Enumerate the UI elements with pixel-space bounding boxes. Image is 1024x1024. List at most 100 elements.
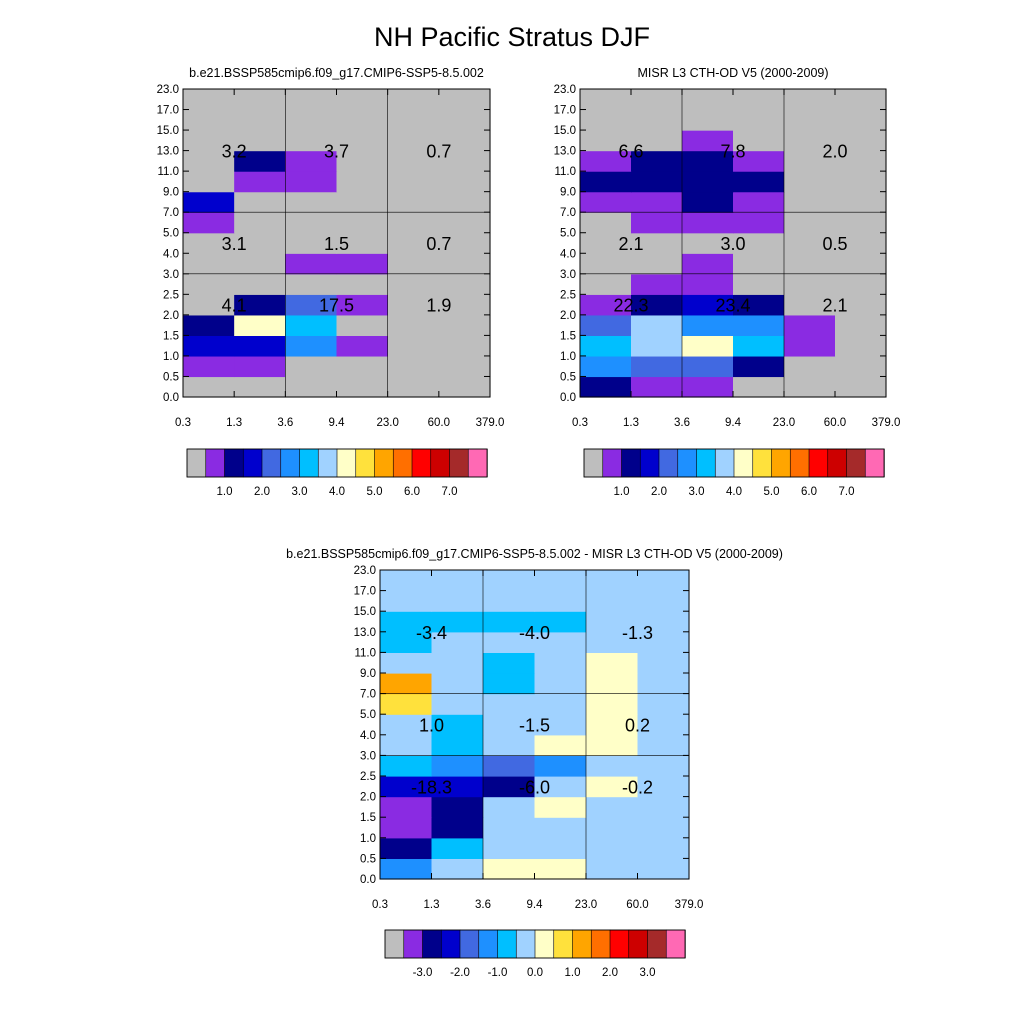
colorbar-label: 1.0 [614,486,630,498]
heatmap-cell [835,314,887,336]
colorbar-swatch [639,448,660,478]
y-tick-label: 2.0 [163,310,179,322]
colorbar-swatch [497,929,517,959]
heatmap-cell [336,89,389,111]
heatmap-cell [534,631,587,653]
heatmap-cell [631,150,683,172]
heatmap-cell [784,376,836,398]
heatmap-cell [234,232,286,254]
y-tick-label: 13.0 [554,146,576,158]
heatmap-cell [336,171,389,193]
y-tick-label: 2.0 [360,792,376,804]
colorbar-swatch [411,448,432,478]
heatmap-cell [835,171,887,193]
heatmap-cell [534,734,587,756]
heatmap-cell [835,109,887,131]
colorbar-swatch [478,929,499,959]
heatmap-cell [438,232,491,254]
heatmap-cell [387,294,440,316]
y-tick-label: 15.0 [354,606,376,618]
x-tick-label: 23.0 [773,417,795,429]
heatmap-cell [183,355,235,378]
colorbar-swatch [205,448,226,478]
heatmap-cell [580,232,632,254]
heatmap-cell [183,273,235,295]
heatmap-cell [431,714,484,736]
heatmap-cell [835,89,887,111]
colorbar-label: 5.0 [367,486,383,498]
heatmap-cell [784,109,836,131]
heatmap-cell [438,294,491,316]
heatmap-cell [580,335,632,357]
colorbar-swatch [515,929,536,959]
region-total-label: 0.7 [426,234,451,254]
colorbar-label: 2.0 [651,486,667,498]
heatmap-cell [580,150,632,172]
x-tick-label: 3.6 [674,417,690,429]
heatmap-cell [835,335,887,357]
colorbar-label: 6.0 [801,486,817,498]
heatmap-cell [183,294,235,316]
y-tick-label: 0.0 [360,874,376,886]
heatmap-cell [234,150,286,172]
heatmap-cell [784,191,836,213]
heatmap-cell [637,776,690,798]
heatmap-cell [483,714,536,736]
colorbar-swatch [317,448,338,478]
colorbar-label: -3.0 [413,967,433,979]
heatmap-cell [733,191,785,213]
y-tick-label: 2.0 [560,310,576,322]
heatmap-cell [733,130,785,152]
colorbar-label: 2.0 [254,486,270,498]
heatmap-cell [336,212,389,234]
heatmap-cell [438,314,491,336]
heatmap-cell [733,376,785,398]
heatmap-cell [483,693,536,715]
heatmap-cell [733,335,785,357]
heatmap-cell [534,714,587,736]
x-tick-label: 60.0 [428,417,450,429]
x-tick-label: 0.3 [175,417,191,429]
heatmap-cell [586,755,639,777]
heatmap-cell [483,734,536,756]
y-tick-label: 9.0 [560,187,576,199]
y-tick-label: 9.0 [163,187,179,199]
region-total-label: 0.2 [625,716,650,736]
colorbar-swatch [422,929,442,959]
y-tick-label: 23.0 [157,84,179,96]
heatmap-cell [586,858,639,880]
heatmap-cell [586,652,639,674]
heatmap-cell [380,755,433,777]
heatmap-cell [438,191,491,213]
heatmap-cell [234,191,286,213]
heatmap-cell [431,631,484,653]
heatmap-cell [387,109,440,131]
heatmap-cell [682,273,734,295]
y-tick-label: 4.0 [360,730,376,742]
heatmap-cell [631,232,683,254]
colorbar-swatch [621,448,641,478]
heatmap-cell [483,858,536,880]
y-tick-label: 11.0 [157,166,179,178]
heatmap-cell [580,191,632,213]
heatmap-cell [431,734,484,756]
colorbar-swatch [355,448,376,478]
heatmap-cell [835,191,887,213]
colorbar-swatch [440,929,461,959]
heatmap-cell [580,89,632,111]
y-tick-label: 17.0 [554,105,576,117]
colorbar-swatch [336,448,357,478]
heatmap-cell [387,314,440,336]
heatmap-cell [586,693,639,715]
heatmap-cell [183,376,235,398]
heatmap-cell [784,232,836,254]
heatmap-cell [784,130,836,152]
y-tick-label: 0.5 [560,371,576,383]
region-total-label: 6.6 [618,142,643,162]
heatmap-cell [234,130,286,152]
heatmap-cell [631,130,683,152]
heatmap-cell [336,376,389,398]
heatmap-cell [285,314,338,336]
heatmap-cell [586,570,639,592]
heatmap-cell [380,817,433,839]
